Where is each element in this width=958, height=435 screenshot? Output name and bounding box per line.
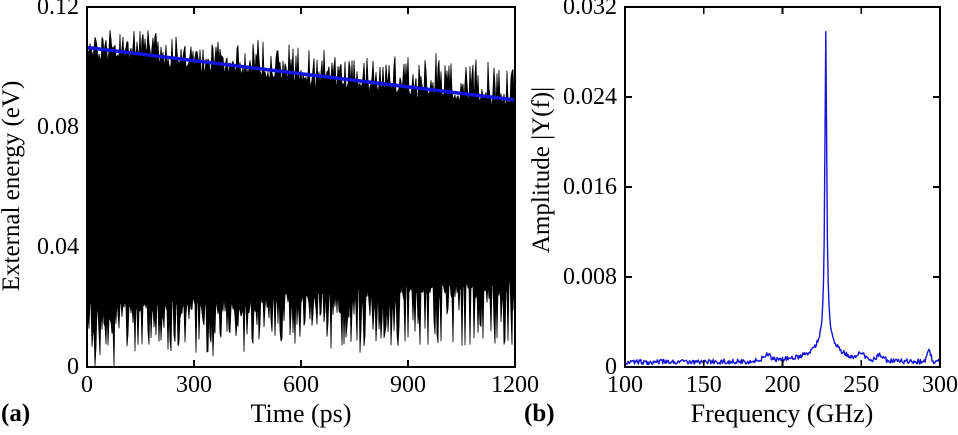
panel-b-x-axis-title: Frequency (GHz) (690, 399, 874, 428)
panel-b-y-axis-title: Amplitude |Y(f)| (528, 86, 555, 254)
panel-b-ytick-label: 0.032 (563, 0, 617, 20)
panel-b-ytick-label: 0.016 (563, 174, 617, 200)
upper-envelope-fit-line (86, 45, 516, 102)
panel-b-xtick-label: 150 (685, 372, 722, 398)
external-energy-signal (86, 30, 516, 367)
panel-b-label: (b) (524, 400, 555, 427)
panel-a-xtick-label: 300 (176, 372, 212, 398)
panel-a-ytick-label: 0.08 (37, 114, 79, 140)
panel-b-xtick-label: 100 (607, 372, 643, 398)
fft-amplitude-spectrum-line (624, 30, 941, 366)
panel-b-xtick-label: 300 (922, 372, 958, 398)
panel-b-ytick-label: 0 (605, 354, 617, 380)
panel-b-axes-box (624, 6, 941, 368)
panel-a-ytick-label: 0 (67, 354, 79, 380)
panel-b-xtick-label: 250 (843, 372, 880, 398)
panel-b-ytick-label: 0.008 (563, 264, 617, 290)
panel-a-xtick-label: 900 (390, 372, 426, 398)
panel-a-x-axis-title: Time (ps) (250, 399, 352, 428)
panel-a-xtick-label: 0 (81, 372, 93, 398)
panel-a-y-axis-title: External energy (eV) (0, 80, 25, 292)
panel-a-ytick-label: 0.12 (37, 0, 79, 20)
panel-b-xtick-label: 200 (764, 372, 801, 398)
panel-a-label: (a) (1, 400, 31, 427)
panel-a-xtick-label: 1200 (491, 372, 539, 398)
panel-a-ytick-label: 0.04 (37, 234, 79, 260)
panel-b-ytick-label: 0.024 (563, 84, 617, 110)
panel-a-xtick-label: 600 (283, 372, 319, 398)
